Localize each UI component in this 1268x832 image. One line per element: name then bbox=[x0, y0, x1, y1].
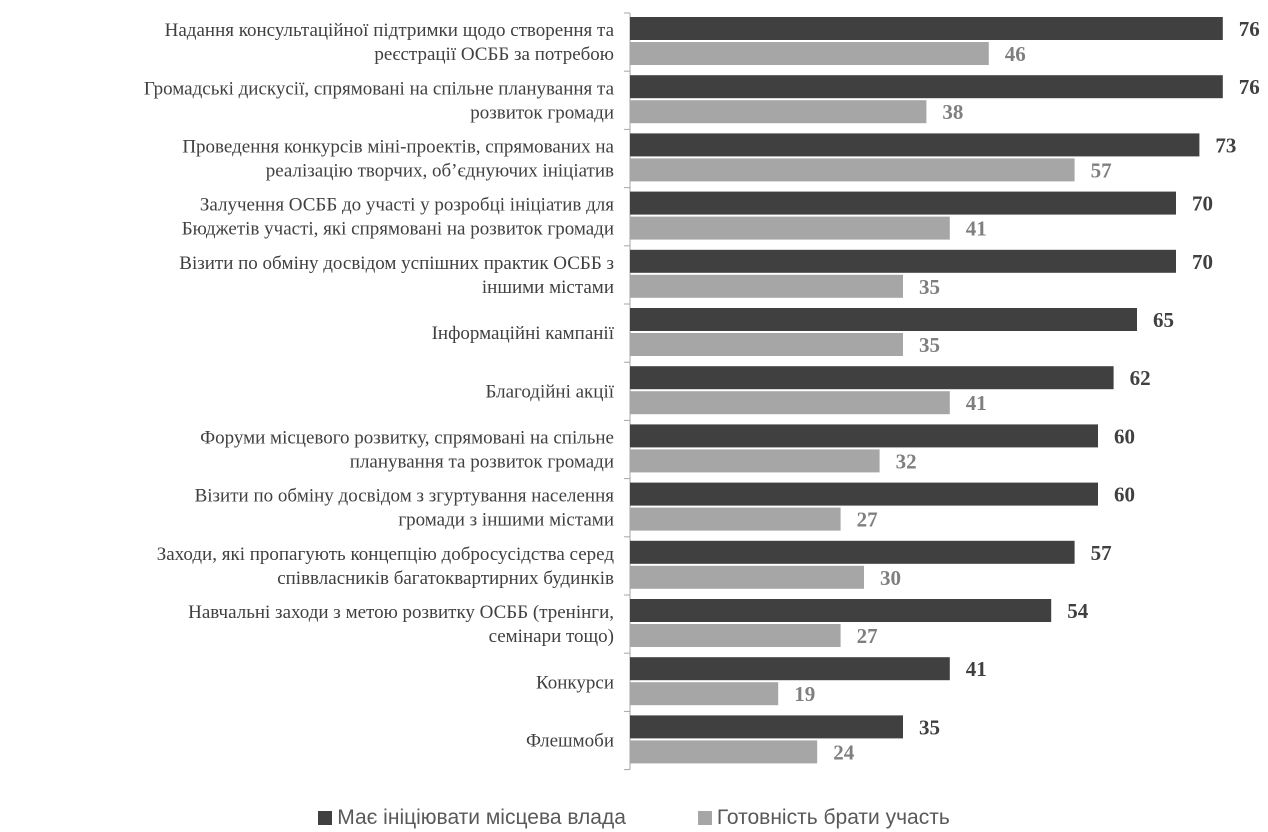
bar-participate bbox=[630, 391, 950, 415]
legend-item-0: Має ініціювати місцева влада bbox=[318, 806, 626, 830]
category-label: Заходи, які пропагують концепцію добросу… bbox=[157, 544, 615, 589]
bar-initiate bbox=[630, 482, 1098, 506]
category-label: Благодійні акції bbox=[485, 381, 614, 402]
value-label: 41 bbox=[966, 391, 987, 415]
value-label: 30 bbox=[880, 566, 901, 590]
bar-initiate bbox=[630, 249, 1176, 273]
legend-swatch-1 bbox=[697, 811, 712, 825]
bar-initiate bbox=[630, 657, 950, 681]
value-label: 38 bbox=[942, 100, 963, 124]
bar-participate bbox=[630, 565, 864, 589]
category-label: Візити по обміну досвідом успішних практ… bbox=[179, 253, 614, 298]
category-label: Форуми місцевого розвитку, спрямовані на… bbox=[200, 428, 614, 473]
value-label: 62 bbox=[1130, 366, 1151, 390]
bar-initiate bbox=[630, 366, 1114, 390]
legend-item-1: Готовність брати участь bbox=[697, 806, 950, 830]
bar-participate bbox=[630, 740, 818, 764]
bar-participate bbox=[630, 682, 779, 706]
value-label: 41 bbox=[966, 217, 987, 241]
value-label: 46 bbox=[1005, 42, 1026, 66]
bar-initiate bbox=[630, 540, 1075, 564]
value-label: 35 bbox=[919, 715, 940, 739]
bar-participate bbox=[630, 100, 927, 124]
value-label: 19 bbox=[794, 682, 815, 706]
category-label: Надання консультаційної підтримки щодо с… bbox=[165, 20, 615, 65]
value-label: 60 bbox=[1114, 424, 1135, 448]
bar-participate bbox=[630, 449, 880, 473]
value-label: 27 bbox=[857, 624, 878, 648]
value-label: 60 bbox=[1114, 483, 1135, 507]
value-label: 24 bbox=[833, 740, 855, 764]
value-label: 41 bbox=[966, 657, 987, 681]
category-label: Громадські дискусії, спрямовані на спіль… bbox=[144, 78, 615, 123]
bar-participate bbox=[630, 42, 989, 65]
value-label: 57 bbox=[1091, 541, 1112, 565]
value-label: 76 bbox=[1239, 17, 1260, 41]
bar-participate bbox=[630, 333, 903, 356]
bar-participate bbox=[630, 158, 1075, 182]
bar-initiate bbox=[630, 75, 1223, 99]
bar-participate bbox=[630, 274, 903, 298]
legend: Має ініціювати місцева влада Готовність … bbox=[0, 806, 1268, 830]
value-label: 54 bbox=[1067, 599, 1089, 623]
value-label: 73 bbox=[1215, 133, 1236, 157]
plot-area: Надання консультаційної підтримки щодо с… bbox=[144, 12, 1260, 771]
bar-initiate bbox=[630, 133, 1200, 157]
bar-participate bbox=[630, 216, 950, 240]
value-label: 65 bbox=[1153, 308, 1174, 332]
legend-label-0: Має ініціювати місцева влада bbox=[337, 806, 626, 829]
bar-participate bbox=[630, 507, 841, 531]
bar-initiate bbox=[630, 715, 903, 739]
bar-chart: Надання консультаційної підтримки щодо с… bbox=[144, 12, 1260, 771]
value-label: 27 bbox=[857, 508, 878, 532]
legend-swatch-0 bbox=[318, 811, 333, 825]
bar-initiate bbox=[630, 191, 1176, 215]
value-label: 32 bbox=[896, 449, 917, 473]
value-label: 76 bbox=[1239, 75, 1260, 99]
bar-initiate bbox=[630, 424, 1098, 448]
category-label: Проведення конкурсів міні-проектів, спря… bbox=[182, 137, 614, 182]
category-label: Залучення ОСББ до участі у розробці ініц… bbox=[182, 195, 615, 240]
value-label: 57 bbox=[1091, 158, 1112, 182]
bar-initiate bbox=[630, 308, 1137, 331]
legend-label-1: Готовність брати участь bbox=[716, 806, 950, 829]
value-label: 70 bbox=[1192, 250, 1213, 274]
bar-participate bbox=[630, 624, 841, 647]
bar-initiate bbox=[630, 17, 1223, 40]
category-label: Конкурси bbox=[536, 672, 614, 693]
category-label: Візити по обміну досвідом з згуртування … bbox=[195, 486, 615, 531]
bar-initiate bbox=[630, 599, 1052, 622]
category-label: Флешмоби bbox=[526, 731, 614, 752]
category-label: Інформаційні кампанії bbox=[432, 323, 615, 344]
value-label: 70 bbox=[1192, 192, 1213, 216]
value-label: 35 bbox=[919, 275, 940, 299]
category-label: Навчальні заходи з метою розвитку ОСББ (… bbox=[188, 602, 614, 647]
value-label: 35 bbox=[919, 333, 940, 357]
